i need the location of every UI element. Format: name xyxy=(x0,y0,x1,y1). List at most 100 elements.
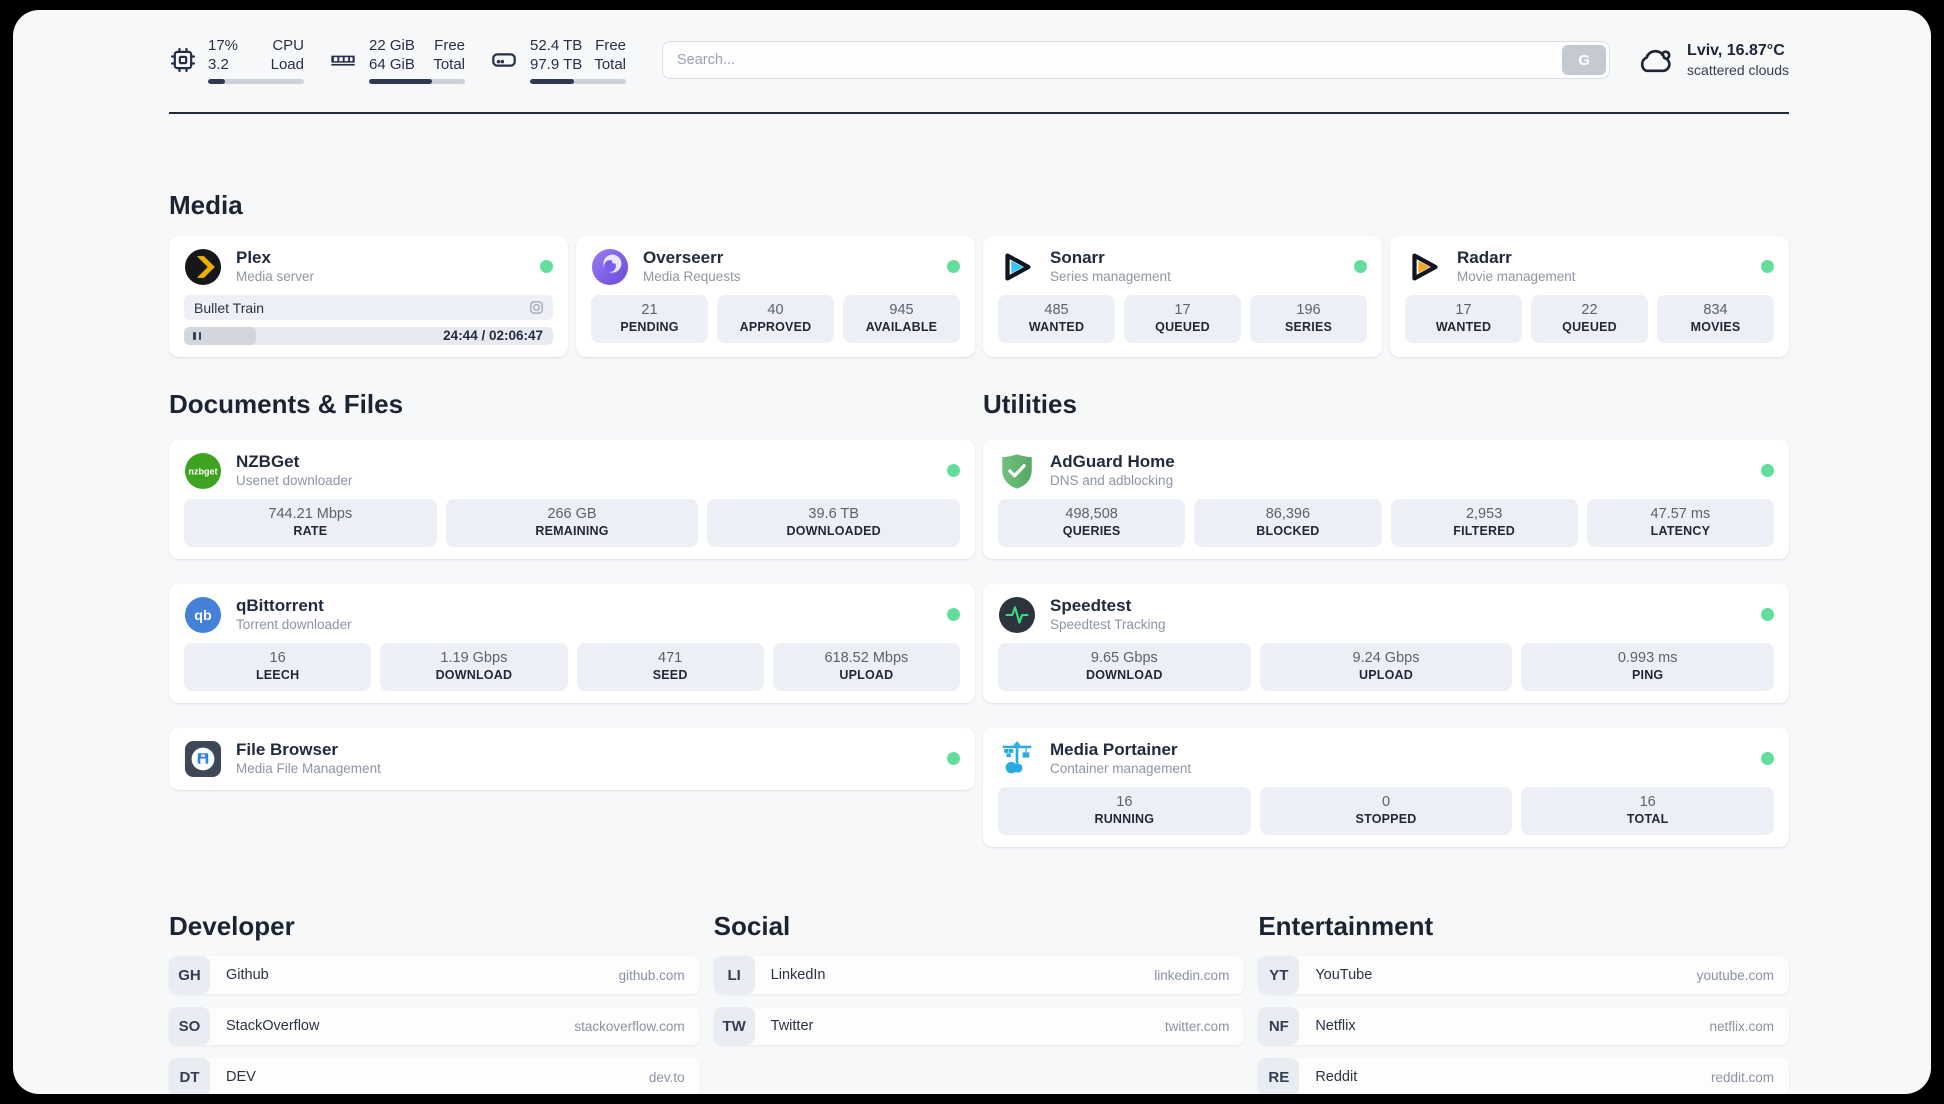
radarr-icon xyxy=(1405,248,1443,286)
stat-download: 9.65 Gbps DOWNLOAD xyxy=(998,643,1251,691)
disk-drive-icon xyxy=(489,46,519,74)
stat-blocked: 86,396 BLOCKED xyxy=(1194,499,1382,547)
overseerr-icon xyxy=(591,248,629,286)
link-reddit[interactable]: RE Reddit reddit.com xyxy=(1258,1058,1789,1094)
system-widgets: 17% 3.2 CPU Load xyxy=(169,36,626,84)
app-desc: Media server xyxy=(236,269,315,284)
app-desc: Media Requests xyxy=(643,269,741,284)
app-card-radarr[interactable]: Radarr Movie management 17 WANTED 22 QUE… xyxy=(1390,236,1789,357)
playback-time: 24:44 / 02:06:47 xyxy=(443,328,543,343)
section-title-media: Media xyxy=(169,190,243,220)
status-online-dot xyxy=(1761,464,1774,477)
weather-widget: Lviv, 16.87°C scattered clouds xyxy=(1636,40,1789,80)
cpu-percent: 17% xyxy=(208,37,239,54)
stat-available: 945 AVAILABLE xyxy=(843,295,960,343)
adguard-icon xyxy=(998,452,1036,490)
status-online-dot xyxy=(947,752,960,765)
link-github[interactable]: GH Github github.com xyxy=(169,956,700,994)
weather-condition: scattered clouds xyxy=(1687,62,1789,78)
stat-latency: 47.57 ms LATENCY xyxy=(1586,499,1774,547)
ram-label-top: Free xyxy=(434,37,465,54)
app-card-portainer[interactable]: Media Portainer Container management 16 … xyxy=(983,728,1789,847)
dev-badge-icon: DT xyxy=(169,1058,210,1094)
svg-text:nzbget: nzbget xyxy=(188,466,217,476)
ram-total: 64 GiB xyxy=(369,56,415,73)
app-desc: Torrent downloader xyxy=(236,617,352,632)
app-card-plex[interactable]: Plex Media server Bullet Train xyxy=(169,236,568,357)
app-card-adguard[interactable]: AdGuard Home DNS and adblocking 498,508 … xyxy=(983,440,1789,559)
stat-wanted: 17 WANTED xyxy=(1405,295,1522,343)
stat-upload: 9.24 Gbps UPLOAD xyxy=(1259,643,1513,691)
app-desc: Media File Management xyxy=(236,761,381,776)
plex-playback-progress: 24:44 / 02:06:47 xyxy=(184,327,553,345)
cpu-widget: 17% 3.2 CPU Load xyxy=(169,36,304,84)
app-name: Media Portainer xyxy=(1050,740,1178,759)
status-online-dot xyxy=(947,464,960,477)
cpu-load-avg: 3.2 xyxy=(208,56,229,73)
linkedin-badge-icon: LI xyxy=(713,956,755,994)
app-name: File Browser xyxy=(236,740,339,759)
pause-icon xyxy=(193,332,201,340)
disk-widget: 52.4 TB 97.9 TB Free Total xyxy=(489,36,626,84)
app-desc: Container management xyxy=(1050,761,1192,776)
nzbget-icon: nzbget xyxy=(184,452,222,490)
app-card-qbittorrent[interactable]: qb qBittorrent Torrent downloader 16 LEE… xyxy=(169,584,975,703)
disk-label-top: Free xyxy=(595,37,626,54)
link-linkedin[interactable]: LI LinkedIn linkedin.com xyxy=(713,956,1245,994)
status-online-dot xyxy=(1761,752,1774,765)
disk-total: 97.9 TB xyxy=(530,56,583,73)
app-card-overseerr[interactable]: Overseerr Media Requests 21 PENDING 40 A… xyxy=(576,236,975,357)
link-youtube[interactable]: YT YouTube youtube.com xyxy=(1258,956,1789,994)
header-divider xyxy=(169,112,1789,114)
session-modal-icon[interactable] xyxy=(528,299,545,316)
app-card-sonarr[interactable]: Sonarr Series management 485 WANTED 17 Q… xyxy=(983,236,1382,357)
stat-running: 16 RUNNING xyxy=(998,787,1251,835)
ram-memory-icon xyxy=(328,46,358,74)
link-twitter[interactable]: TW Twitter twitter.com xyxy=(713,1007,1245,1045)
now-playing-title: Bullet Train xyxy=(194,299,265,316)
stat-seed: 471 SEED xyxy=(576,643,764,691)
stat-wanted: 485 WANTED xyxy=(998,295,1115,343)
disk-free: 52.4 TB xyxy=(530,37,583,54)
app-card-filebrowser[interactable]: File Browser Media File Management xyxy=(169,728,975,790)
status-online-dot xyxy=(1354,260,1367,273)
app-name: AdGuard Home xyxy=(1050,452,1175,471)
disk-label-bottom: Total xyxy=(594,56,626,73)
app-name: Plex xyxy=(236,248,271,267)
stat-remaining: 266 GB REMAINING xyxy=(445,499,699,547)
app-desc: Series management xyxy=(1050,269,1171,284)
stat-approved: 40 APPROVED xyxy=(717,295,834,343)
app-desc: Movie management xyxy=(1457,269,1576,284)
section-title-developer: Developer xyxy=(169,911,295,941)
app-desc: Speedtest Tracking xyxy=(1050,617,1166,632)
reddit-badge-icon: RE xyxy=(1258,1058,1300,1094)
media-grid: Plex Media server Bullet Train xyxy=(169,236,1789,357)
app-name: Radarr xyxy=(1457,248,1512,267)
filebrowser-icon xyxy=(184,740,222,778)
link-netflix[interactable]: NF Netflix netflix.com xyxy=(1258,1007,1789,1045)
app-desc: DNS and adblocking xyxy=(1050,473,1174,488)
sonarr-icon xyxy=(998,248,1036,286)
section-title-documents: Documents & Files xyxy=(169,389,404,419)
stat-queries: 498,508 QUERIES xyxy=(998,499,1186,547)
stackoverflow-badge-icon: SO xyxy=(169,1007,210,1045)
status-online-dot xyxy=(540,260,553,273)
github-badge-icon: GH xyxy=(169,956,210,994)
stat-queued: 22 QUEUED xyxy=(1531,295,1648,343)
app-name: Overseerr xyxy=(643,248,724,267)
ram-label-bottom: Total xyxy=(433,56,465,73)
link-dev[interactable]: DT DEV dev.to xyxy=(169,1058,700,1094)
search-input[interactable] xyxy=(662,41,1611,79)
ram-free: 22 GiB xyxy=(369,37,415,54)
app-name: Sonarr xyxy=(1050,248,1105,267)
cloud-icon xyxy=(1636,44,1676,76)
link-stackoverflow[interactable]: SO StackOverflow stackoverflow.com xyxy=(169,1007,700,1045)
disk-progress-bar xyxy=(530,79,626,84)
app-card-nzbget[interactable]: nzbget NZBGet Usenet downloader 744.21 M… xyxy=(169,440,975,559)
search-engine-button[interactable]: G xyxy=(1562,45,1607,75)
speedtest-icon xyxy=(998,596,1036,634)
cpu-label-bottom: Load xyxy=(270,56,304,73)
app-card-speedtest[interactable]: Speedtest Speedtest Tracking 9.65 Gbps D… xyxy=(983,584,1789,703)
stat-downloaded: 39.6 TB DOWNLOADED xyxy=(707,499,961,547)
section-title-entertainment: Entertainment xyxy=(1258,911,1434,941)
